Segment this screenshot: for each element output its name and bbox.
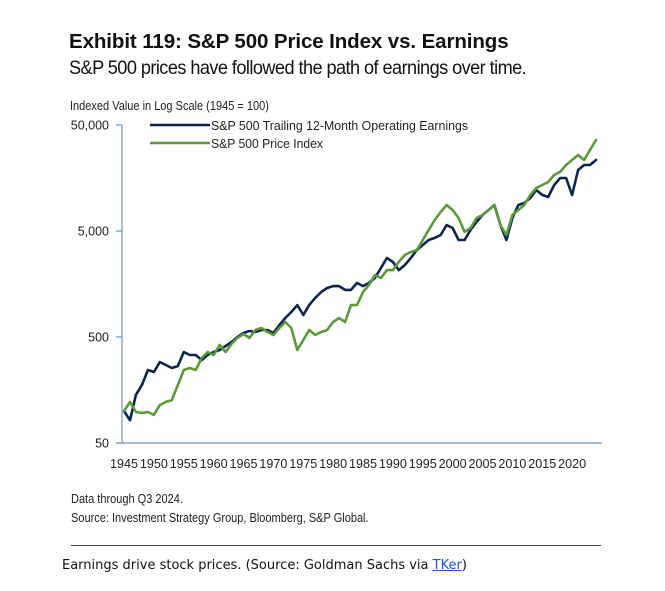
series-line-price	[122, 138, 598, 417]
x-tick-label: 2000	[439, 457, 467, 471]
x-tick-label: 2015	[528, 457, 556, 471]
series-layer	[122, 138, 598, 422]
x-tick-label: 1975	[289, 457, 317, 471]
x-tick-label: 2010	[498, 457, 526, 471]
y-axis-label: Indexed Value in Log Scale (1945 = 100)	[70, 99, 269, 113]
chart-subtitle: S&P 500 prices have followed the path of…	[69, 57, 527, 79]
chart-card: Exhibit 119: S&P 500 Price Index vs. Ear…	[69, 30, 602, 546]
x-tick-label: 1990	[379, 457, 407, 471]
x-tick-label: 2005	[469, 457, 497, 471]
x-tick-label: 1980	[319, 457, 347, 471]
y-tick-label: 500	[88, 331, 109, 345]
x-tick-label: 1945	[110, 457, 138, 471]
x-tick-label: 1950	[140, 457, 168, 471]
legend-label-price: S&P 500 Price Index	[211, 137, 324, 151]
source-note: Source: Investment Strategy Group, Bloom…	[71, 511, 369, 525]
y-ticks: 50 500 5,000 50,000	[71, 119, 122, 451]
axes	[116, 125, 602, 444]
chart-title: Exhibit 119: S&P 500 Price Index vs. Ear…	[69, 30, 509, 53]
x-tick-label: 2020	[558, 457, 586, 471]
caption-text-end: )	[461, 558, 467, 573]
x-tick-label: 1995	[409, 457, 437, 471]
image-caption: Earnings drive stock prices. (Source: Go…	[62, 558, 467, 573]
x-ticks: 1945 1950 1955 1960 1965 1970 1975 1980 1985 1990…	[110, 457, 586, 471]
x-tick-label: 1965	[230, 457, 258, 471]
caption-text: Earnings drive stock prices. (Source: Go…	[62, 558, 433, 573]
legend: S&P 500 Trailing 12-Month Operating Earn…	[150, 119, 468, 151]
tker-link[interactable]: TKer	[432, 558, 462, 573]
y-tick-label: 5,000	[78, 225, 109, 239]
legend-label-earnings: S&P 500 Trailing 12-Month Operating Earn…	[211, 119, 468, 133]
y-tick-label: 50	[95, 437, 109, 451]
divider	[71, 545, 601, 546]
x-tick-label: 1985	[349, 457, 377, 471]
x-tick-label: 1970	[259, 457, 287, 471]
data-through-note: Data through Q3 2024.	[71, 492, 183, 506]
x-tick-label: 1955	[170, 457, 198, 471]
y-tick-label: 50,000	[71, 119, 109, 133]
x-tick-label: 1960	[200, 457, 228, 471]
series-line-earnings	[122, 158, 598, 422]
